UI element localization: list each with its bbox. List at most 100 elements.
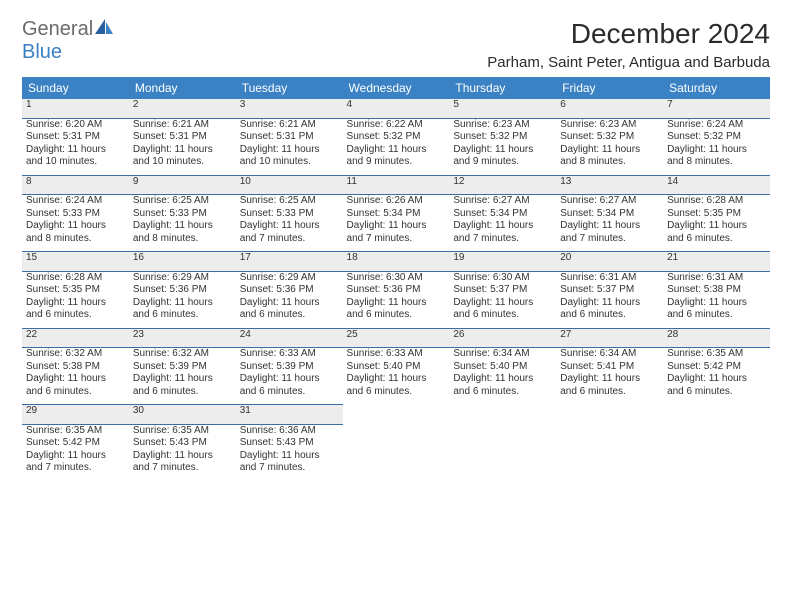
sunset: Sunset: 5:33 PM [26,208,125,221]
sunrise: Sunrise: 6:24 AM [667,119,766,132]
daylight: and 6 minutes. [560,386,659,399]
day-number: 29 [22,405,129,425]
day-number: 13 [556,175,663,195]
day-number: 18 [343,252,450,272]
sunrise: Sunrise: 6:29 AM [133,272,232,285]
sunrise: Sunrise: 6:26 AM [347,195,446,208]
day-info: Sunrise: 6:29 AMSunset: 5:36 PMDaylight:… [236,271,343,328]
daylight: Daylight: 11 hours [26,450,125,463]
day-info: Sunrise: 6:24 AMSunset: 5:33 PMDaylight:… [22,195,129,252]
day-info: Sunrise: 6:23 AMSunset: 5:32 PMDaylight:… [556,118,663,175]
day-info [663,424,770,481]
day-info: Sunrise: 6:21 AMSunset: 5:31 PMDaylight:… [236,118,343,175]
daylight: Daylight: 11 hours [240,220,339,233]
day-info: Sunrise: 6:35 AMSunset: 5:42 PMDaylight:… [663,348,770,405]
brand-part2: Blue [22,41,62,63]
day-info: Sunrise: 6:35 AMSunset: 5:42 PMDaylight:… [22,424,129,481]
daylight: Daylight: 11 hours [26,144,125,157]
daylight: and 7 minutes. [240,462,339,475]
day-number-row: 1234567 [22,99,770,118]
daylight: and 6 minutes. [133,309,232,322]
sunrise: Sunrise: 6:35 AM [26,425,125,438]
day-info: Sunrise: 6:25 AMSunset: 5:33 PMDaylight:… [236,195,343,252]
day-info-row: Sunrise: 6:32 AMSunset: 5:38 PMDaylight:… [22,348,770,405]
day-number-row: 22232425262728 [22,328,770,348]
weekday-header: Saturday [663,77,770,99]
sunrise: Sunrise: 6:32 AM [26,348,125,361]
sunrise: Sunrise: 6:28 AM [26,272,125,285]
day-info: Sunrise: 6:24 AMSunset: 5:32 PMDaylight:… [663,118,770,175]
logo-text: General Blue [22,18,113,64]
sunset: Sunset: 5:32 PM [667,131,766,144]
sunrise: Sunrise: 6:34 AM [453,348,552,361]
day-number: 31 [236,405,343,425]
daylight: and 6 minutes. [26,386,125,399]
weekday-header: Sunday [22,77,129,99]
sunrise: Sunrise: 6:23 AM [453,119,552,132]
sunrise: Sunrise: 6:36 AM [240,425,339,438]
day-number: 15 [22,252,129,272]
sunset: Sunset: 5:34 PM [453,208,552,221]
sunrise: Sunrise: 6:24 AM [26,195,125,208]
day-info [343,424,450,481]
day-number [556,405,663,425]
daylight: and 10 minutes. [26,156,125,169]
daylight: and 6 minutes. [453,386,552,399]
sunrise: Sunrise: 6:28 AM [667,195,766,208]
day-info: Sunrise: 6:30 AMSunset: 5:37 PMDaylight:… [449,271,556,328]
daylight: and 6 minutes. [26,309,125,322]
day-info: Sunrise: 6:20 AMSunset: 5:31 PMDaylight:… [22,118,129,175]
daylight: and 7 minutes. [560,233,659,246]
daylight: and 7 minutes. [347,233,446,246]
sunrise: Sunrise: 6:27 AM [560,195,659,208]
day-info: Sunrise: 6:29 AMSunset: 5:36 PMDaylight:… [129,271,236,328]
daylight: Daylight: 11 hours [667,373,766,386]
daylight: and 8 minutes. [133,233,232,246]
sunset: Sunset: 5:36 PM [347,284,446,297]
day-number: 17 [236,252,343,272]
sail-icon [95,19,113,35]
sunrise: Sunrise: 6:22 AM [347,119,446,132]
daylight: Daylight: 11 hours [347,373,446,386]
sunset: Sunset: 5:39 PM [133,361,232,374]
daylight: and 9 minutes. [453,156,552,169]
day-number: 23 [129,328,236,348]
daylight: Daylight: 11 hours [133,220,232,233]
daylight: and 6 minutes. [667,309,766,322]
daylight: Daylight: 11 hours [560,220,659,233]
day-number: 27 [556,328,663,348]
day-number: 6 [556,99,663,118]
sunset: Sunset: 5:33 PM [133,208,232,221]
daylight: Daylight: 11 hours [453,144,552,157]
calendar-page: General Blue December 2024 Parham, Saint… [0,0,792,491]
day-number: 4 [343,99,450,118]
sunset: Sunset: 5:35 PM [667,208,766,221]
sunset: Sunset: 5:31 PM [26,131,125,144]
day-number: 7 [663,99,770,118]
sunrise: Sunrise: 6:25 AM [133,195,232,208]
day-number: 30 [129,405,236,425]
daylight: Daylight: 11 hours [453,297,552,310]
day-info: Sunrise: 6:33 AMSunset: 5:39 PMDaylight:… [236,348,343,405]
daylight: and 7 minutes. [453,233,552,246]
sunset: Sunset: 5:32 PM [453,131,552,144]
daylight: Daylight: 11 hours [453,373,552,386]
sunset: Sunset: 5:43 PM [240,437,339,450]
sunrise: Sunrise: 6:25 AM [240,195,339,208]
day-number: 8 [22,175,129,195]
daylight: and 7 minutes. [240,233,339,246]
weekday-header: Wednesday [343,77,450,99]
weekday-header: Friday [556,77,663,99]
day-number: 5 [449,99,556,118]
day-info: Sunrise: 6:26 AMSunset: 5:34 PMDaylight:… [343,195,450,252]
day-info [449,424,556,481]
daylight: Daylight: 11 hours [347,144,446,157]
day-info-row: Sunrise: 6:35 AMSunset: 5:42 PMDaylight:… [22,424,770,481]
daylight: Daylight: 11 hours [667,144,766,157]
sunset: Sunset: 5:37 PM [453,284,552,297]
daylight: and 8 minutes. [560,156,659,169]
day-info: Sunrise: 6:27 AMSunset: 5:34 PMDaylight:… [449,195,556,252]
daylight: Daylight: 11 hours [240,297,339,310]
day-info: Sunrise: 6:32 AMSunset: 5:38 PMDaylight:… [22,348,129,405]
daylight: and 10 minutes. [240,156,339,169]
